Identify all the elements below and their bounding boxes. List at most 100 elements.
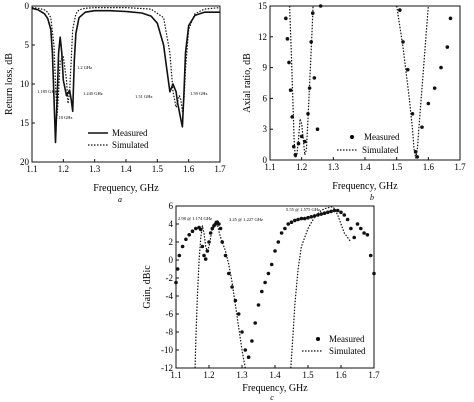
data-point [368,253,373,258]
data-point [302,216,307,221]
data-point [273,249,277,253]
series-line-simulated [290,206,352,369]
x-tick-label: 1.1 [264,162,275,172]
data-point [187,233,191,237]
data-point [309,215,314,219]
data-point [299,216,304,221]
x-tick-label: 1.5 [152,164,164,174]
y-tick-label: 20 [20,157,30,167]
panel-b-legend: Measured Simulated [337,132,400,155]
data-point [439,65,443,70]
legend-simulated-label: Simulated [329,346,366,356]
y-tick-label: 6 [263,93,268,103]
data-point [269,262,274,267]
y-tick-label: 3 [263,124,268,134]
x-tick-label: 1.6 [423,162,435,172]
panel-b-xlabel: Frequency, GHz [332,181,398,192]
data-point [349,226,353,231]
panel-b-ylabel: Axial ratio, dB [242,53,253,113]
data-point [236,312,241,316]
data-point [316,213,320,217]
y-tick-label: 0 [263,155,268,165]
data-point [279,231,284,235]
x-tick-label: 1.2 [58,164,69,174]
series-line-simulated [31,6,221,116]
y-tick-label: -2 [166,273,174,283]
y-tick-label: 0 [25,1,30,11]
y-tick-label: -8 [166,327,174,337]
data-point [398,8,402,12]
data-point [208,231,213,235]
data-point [284,16,288,21]
data-point [240,330,244,334]
x-tick-label: 1.2 [203,370,214,380]
data-point [312,214,317,218]
data-point [253,321,257,325]
data-point [190,229,195,233]
x-tick-label: 1.6 [183,164,195,174]
x-tick-label: 1.3 [236,370,248,380]
series-line-simulated [396,5,429,159]
panel-c: 1.1 1.2 1.3 1.4 1.5 1.6 1.76420-2-4-6-8-10-12 … [142,201,380,402]
data-point [260,289,264,294]
x-tick-label: 1.7 [454,162,466,172]
panel-b: 1.1 1.2 1.3 1.4 1.5 1.6 1.7 0 3 6 9 12 15 Frequency,… [242,1,466,202]
data-point [243,348,248,352]
x-tick-label: 1.7 [368,370,380,380]
legend-simulated-label: Simulated [112,140,149,150]
panel-a-letter: a [118,195,122,204]
y-tick-label: 5 [25,40,30,50]
data-point [410,112,415,116]
data-point [362,231,366,235]
data-point [289,220,294,224]
data-point [359,226,363,231]
data-point [372,271,376,276]
data-point [198,227,203,232]
data-point [329,209,333,214]
panel-a-ylabel: Return loss, dB [4,53,15,115]
data-point [315,127,320,131]
panel-c-xlabel: Frequency, GHz [242,383,308,394]
data-point [445,45,450,49]
data-point [415,155,420,159]
series-line-simulated [194,220,246,369]
x-tick-label: 1.1 [170,370,181,380]
data-point [312,76,317,80]
y-tick-label: 15 [20,118,30,128]
panel-c-annotation: 5.55 @ 1.575 GHz [286,207,320,212]
y-tick-label: -10 [161,345,173,355]
panel-c-annotation: 2.98 @ 1.174 GHz [178,216,212,221]
panel-b-letter: b [370,193,374,202]
x-tick-label: 1.5 [391,162,403,172]
legend-measured-label: Measured [329,334,365,344]
y-tick-label: 10 [20,79,30,89]
panel-a-xlabel: Frequency, GHz [93,183,159,194]
panel-a-annotation: 1.2 GHz [77,65,92,70]
panel-c-ylabel: Gain, dBic [142,265,153,309]
legend-measured-label: Measured [364,132,400,142]
data-point [286,222,291,226]
data-point [283,226,287,231]
data-point [426,101,431,106]
series-line-measured [31,7,220,144]
x-tick-label: 1.3 [89,164,101,174]
x-tick-label: 1.5 [302,370,314,380]
data-point [276,240,281,244]
y-tick-label: 9 [263,63,268,73]
legend-measured-marker [316,337,320,341]
data-point [420,125,424,129]
data-point [335,208,340,213]
x-tick-label: 1.2 [296,162,307,172]
data-point [256,303,261,307]
panel-a-annotation: 1.245 GHz [83,91,103,96]
data-point [203,257,208,261]
data-point [405,67,410,72]
data-point [174,280,178,285]
data-point [218,226,223,231]
y-tick-label: 0 [169,255,174,265]
data-point [345,217,350,222]
x-tick-label: 1.1 [26,164,37,174]
data-point [175,267,180,271]
panel-a-frame [31,5,221,163]
